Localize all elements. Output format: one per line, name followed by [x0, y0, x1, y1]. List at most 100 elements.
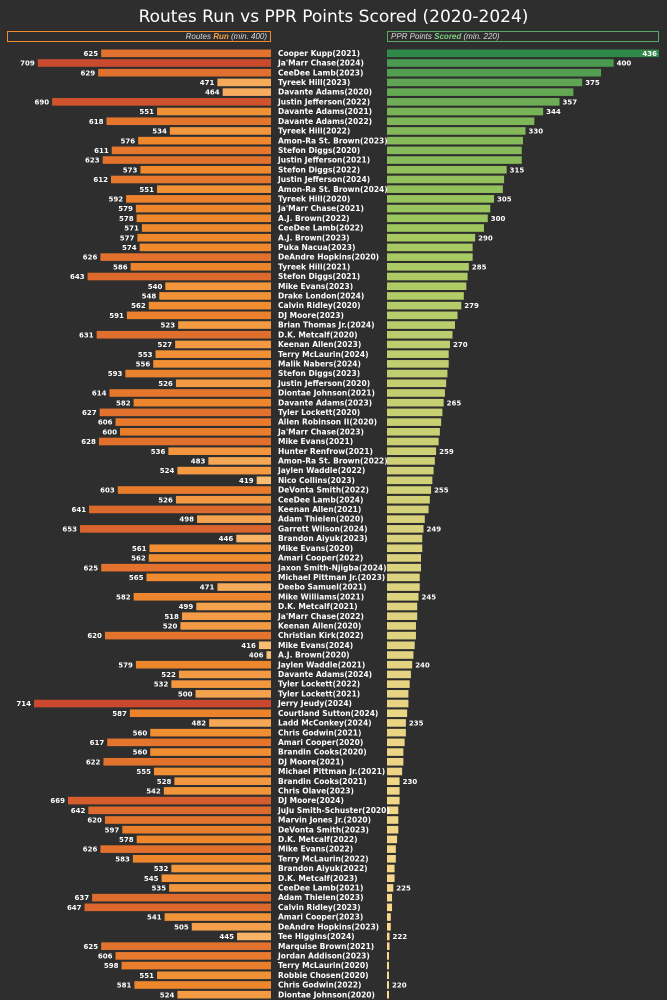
points-bar	[387, 175, 505, 184]
routes-bar	[103, 757, 271, 766]
player-label: Stefon Diggs(2020)	[278, 146, 360, 155]
points-bar	[387, 389, 445, 397]
player-label: Keenan Allen(2021)	[278, 505, 361, 514]
points-bar	[387, 816, 399, 824]
points-bar	[387, 68, 602, 77]
routes-value-label: 523	[161, 322, 176, 330]
routes-bar	[154, 767, 271, 776]
routes-bar	[178, 321, 271, 329]
routes-value-label: 562	[131, 302, 146, 310]
player-label: Terry McLaurin(2020)	[278, 961, 369, 970]
routes-value-label: 524	[160, 467, 175, 475]
player-label: Amon-Ra St. Brown(2023)	[278, 136, 388, 145]
routes-value-label: 541	[147, 914, 162, 922]
routes-value-label: 606	[98, 419, 113, 427]
routes-bar	[175, 379, 271, 388]
points-bar	[387, 505, 429, 514]
player-label: D.K. Metcalf(2022)	[278, 835, 358, 844]
points-bar	[387, 622, 416, 630]
routes-header-highlight: Run	[213, 32, 229, 41]
points-bar	[387, 330, 453, 339]
points-header-prefix: PPR Points	[391, 32, 435, 41]
player-labels: Cooper Kupp(2021)Ja'Marr Chase(2024)CeeD…	[277, 49, 390, 999]
routes-bar	[153, 360, 271, 368]
routes-bar	[171, 864, 271, 873]
routes-bar	[180, 622, 271, 630]
player-label: Tyreek Hill(2021)	[278, 262, 350, 271]
points-bar	[387, 554, 421, 562]
player-label: Brandin Cooks(2021)	[278, 777, 367, 786]
points-bar	[387, 738, 405, 747]
points-bar	[387, 690, 409, 698]
routes-bar	[110, 175, 272, 184]
routes-bar	[115, 418, 272, 426]
routes-value-label: 583	[115, 855, 130, 863]
player-label: Amon-Ra St. Brown(2024)	[278, 185, 388, 194]
routes-bar	[104, 631, 271, 640]
routes-value-label: 536	[151, 448, 166, 456]
routes-value-label: 500	[178, 690, 193, 698]
player-label: Hunter Renfrow(2021)	[278, 447, 373, 456]
points-value-label: 300	[491, 215, 506, 223]
points-bar	[387, 59, 614, 67]
routes-bar	[181, 612, 271, 620]
player-label: Mike Evans(2024)	[278, 641, 353, 650]
points-bar	[387, 263, 469, 271]
player-label: Stefon Diggs(2021)	[278, 272, 360, 281]
routes-value-label: 518	[164, 613, 179, 621]
routes-value-label: 565	[129, 574, 144, 582]
routes-bar	[101, 49, 272, 58]
routes-value-label: 627	[82, 409, 97, 417]
routes-value-label: 577	[120, 234, 135, 242]
routes-bar	[102, 156, 272, 164]
routes-header: Routes Run (min. 400)	[7, 31, 271, 42]
points-bar	[387, 360, 449, 368]
points-bar	[387, 428, 440, 436]
routes-value-label: 578	[119, 836, 134, 844]
points-bar	[387, 136, 523, 145]
points-bar	[387, 301, 462, 310]
routes-bar	[133, 398, 271, 407]
points-bar	[387, 835, 398, 844]
points-bar	[387, 340, 450, 349]
points-bar	[387, 457, 435, 465]
points-bar	[387, 845, 396, 853]
routes-value-label: 626	[83, 254, 98, 262]
player-label: A.J. Brown(2023)	[278, 233, 350, 242]
routes-value-label: 593	[108, 370, 123, 378]
points-value-label: 315	[510, 166, 525, 174]
routes-bar	[209, 719, 271, 727]
routes-value-label: 571	[124, 225, 139, 233]
points-value-label: 330	[529, 128, 544, 136]
routes-value-label: 581	[117, 982, 132, 990]
points-bar	[387, 311, 458, 320]
routes-value-label: 618	[89, 118, 104, 126]
points-bar	[387, 660, 413, 669]
routes-bar	[148, 554, 271, 562]
routes-value-label: 556	[136, 360, 151, 368]
routes-bar	[169, 884, 271, 892]
routes-bar	[96, 330, 272, 339]
routes-bar	[121, 961, 271, 970]
routes-bar	[137, 233, 271, 242]
points-value-label: 285	[472, 263, 487, 271]
player-label: Mike Evans(2022)	[278, 845, 353, 854]
routes-bar	[174, 777, 271, 785]
routes-value-label: 603	[100, 487, 115, 495]
player-label: Justin Jefferson(2024)	[277, 175, 370, 184]
routes-bar	[117, 486, 271, 494]
routes-bar	[135, 660, 271, 669]
points-bar	[387, 709, 408, 718]
routes-bar	[104, 816, 271, 824]
routes-value-label: 562	[131, 555, 146, 563]
routes-value-label: 542	[146, 787, 161, 795]
routes-bar	[130, 263, 271, 271]
player-label: Tyreek Hill(2022)	[278, 127, 350, 136]
player-label: Nico Collins(2023)	[278, 476, 355, 485]
routes-value-label: 669	[50, 797, 65, 805]
routes-bar	[80, 525, 271, 533]
points-bar	[387, 573, 420, 582]
chart-title: Routes Run vs PPR Points Scored (2020-20…	[138, 7, 529, 27]
routes-value-label: 499	[179, 603, 194, 611]
routes-value-label: 560	[133, 729, 148, 737]
